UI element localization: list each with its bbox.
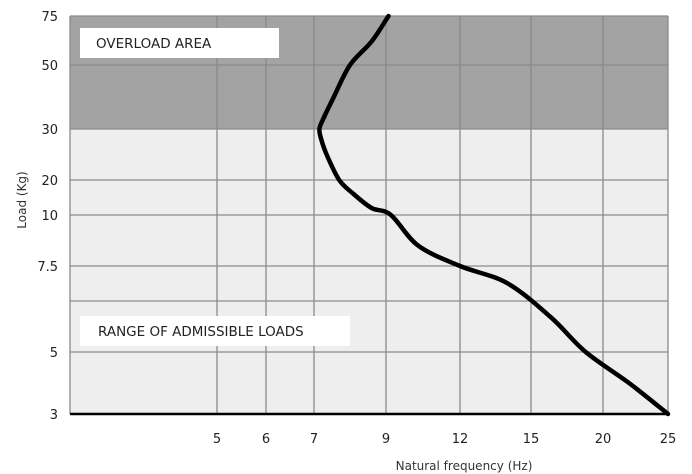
x-tick-label: 7 <box>310 432 318 447</box>
x-tick-label: 12 <box>452 432 469 447</box>
x-tick-label: 5 <box>213 432 221 447</box>
x-tick-label: 15 <box>523 432 540 447</box>
y-tick-label: 10 <box>41 209 58 224</box>
y-tick-label: 75 <box>41 10 58 25</box>
admissible-label: RANGE OF ADMISSIBLE LOADS <box>98 324 304 340</box>
overload-label: OVERLOAD AREA <box>96 36 212 52</box>
y-tick-label: 20 <box>41 174 58 189</box>
admissible-label-box <box>80 316 350 346</box>
y-axis-title: Load (Kg) <box>15 171 29 228</box>
y-tick-label: 5 <box>50 346 58 361</box>
y-tick-label: 30 <box>41 123 58 138</box>
x-tick-label: 20 <box>595 432 612 447</box>
y-tick-label: 50 <box>41 59 58 74</box>
x-tick-label: 25 <box>660 432 677 447</box>
admissible-region <box>70 129 668 414</box>
tick-labels: 5 6 7 9 12 15 20 25 3 5 7.5 10 20 30 50 75 <box>37 10 676 447</box>
x-axis-title: Natural frequency (Hz) <box>396 459 533 473</box>
y-tick-label: 3 <box>50 408 58 423</box>
y-tick-label: 7.5 <box>37 260 58 275</box>
grid <box>69 15 669 414</box>
x-tick-label: 6 <box>262 432 270 447</box>
overload-label-box <box>80 28 279 58</box>
x-tick-label: 9 <box>382 432 390 447</box>
series-curve <box>317 13 671 417</box>
